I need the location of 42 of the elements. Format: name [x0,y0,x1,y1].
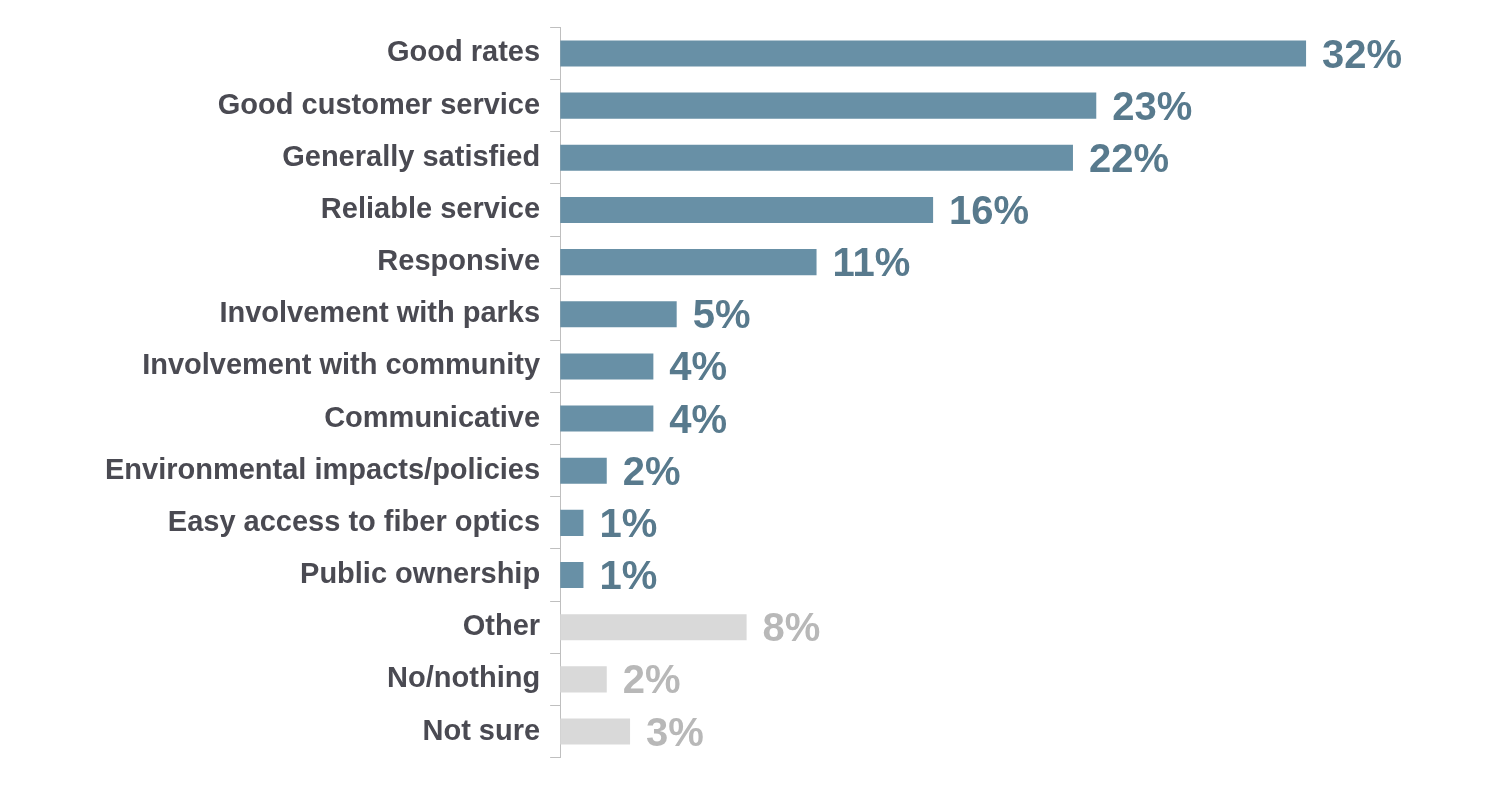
data-label: 2% [622,657,681,702]
bar [560,249,817,276]
bar [560,353,654,380]
data-label: 1% [599,500,658,545]
y-tick-label: No/nothing [387,661,541,694]
data-label: 8% [762,605,821,650]
y-tick-label: Not sure [422,713,541,746]
bar [560,301,677,328]
y-tick-label: Good rates [387,35,541,68]
bar [560,405,654,432]
y-tick-label: Involvement with parks [219,296,541,329]
data-label: 4% [669,396,728,441]
data-label: 32% [1322,31,1403,76]
bar [560,614,747,641]
bar [560,509,584,536]
bar [560,718,631,745]
y-tick-label: Easy access to fiber optics [167,504,541,537]
y-tick-label: Environmental impacts/policies [104,452,541,485]
bar [560,92,1097,119]
y-tick-label: Communicative [324,400,541,433]
bar [560,562,584,589]
y-tick-label: Involvement with community [142,348,541,381]
bar [560,144,1073,171]
bar [560,666,607,693]
bar [560,40,1307,67]
data-label: 4% [669,344,728,389]
y-tick-label: Public ownership [300,557,541,590]
bar [560,457,607,484]
data-label: 11% [832,240,911,285]
data-label: 22% [1088,135,1170,180]
y-tick-label: Reliable service [320,191,541,224]
bar [560,196,934,223]
y-tick-label: Other [462,609,541,642]
y-tick-label: Generally satisfied [282,139,541,172]
data-label: 2% [622,448,681,493]
data-label: 23% [1112,83,1193,128]
y-tick-label: Good customer service [217,87,541,120]
data-label: 3% [646,709,704,754]
data-label: 5% [692,292,751,337]
data-label: 1% [599,553,658,598]
y-tick-label: Responsive [377,244,541,277]
data-label: 16% [949,187,1030,232]
